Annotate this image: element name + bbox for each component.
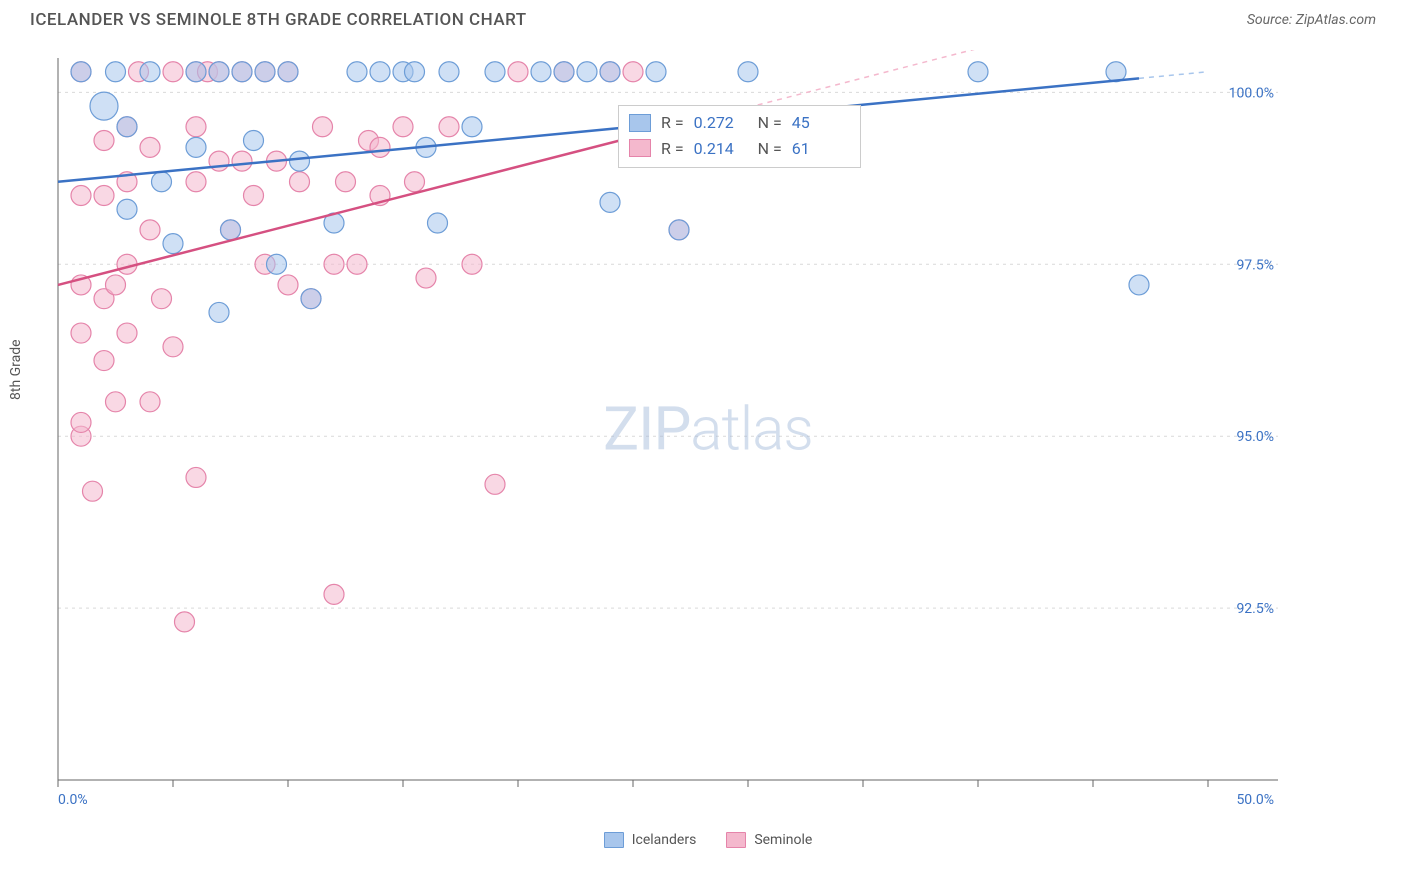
legend-swatch-icelanders xyxy=(604,832,624,848)
n-label: N = xyxy=(758,110,782,136)
legend-label-seminole: Seminole xyxy=(754,832,812,848)
svg-text:0.0%: 0.0% xyxy=(58,792,88,808)
legend-swatch-seminole xyxy=(726,832,746,848)
svg-text:97.5%: 97.5% xyxy=(1236,257,1274,273)
y-axis-label: 8th Grade xyxy=(8,339,24,400)
svg-text:95.0%: 95.0% xyxy=(1236,429,1274,445)
chart-header: ICELANDER VS SEMINOLE 8TH GRADE CORRELAT… xyxy=(0,0,1406,35)
chart-title: ICELANDER VS SEMINOLE 8TH GRADE CORRELAT… xyxy=(30,10,527,30)
legend-item-icelanders: Icelanders xyxy=(604,832,697,848)
r-label: R = xyxy=(661,136,684,162)
svg-text:100.0%: 100.0% xyxy=(1229,85,1274,101)
swatch-icelanders xyxy=(629,114,651,132)
stats-legend: R = 0.272 N = 45 R = 0.214 N = 61 xyxy=(618,105,861,168)
n-value-seminole: 61 xyxy=(792,136,846,162)
r-value-icelanders: 0.272 xyxy=(694,110,748,136)
scatter-svg: 92.5% 95.0% 97.5% 100.0% 0.0% 50.0% xyxy=(48,50,1368,840)
swatch-seminole xyxy=(629,139,651,157)
legend-label-icelanders: Icelanders xyxy=(632,832,697,848)
n-value-icelanders: 45 xyxy=(792,110,846,136)
svg-text:50.0%: 50.0% xyxy=(1236,792,1274,808)
stats-row-icelanders: R = 0.272 N = 45 xyxy=(629,110,846,136)
legend-item-seminole: Seminole xyxy=(726,832,812,848)
x-legend: Icelanders Seminole xyxy=(48,832,1368,848)
n-label: N = xyxy=(758,136,782,162)
r-label: R = xyxy=(661,110,684,136)
plot-area: 92.5%95.0%97.5%100.0%0.0%50.0% ZIPatlas … xyxy=(48,50,1368,840)
chart-source: Source: ZipAtlas.com xyxy=(1247,12,1376,28)
r-value-seminole: 0.214 xyxy=(694,136,748,162)
stats-row-seminole: R = 0.214 N = 61 xyxy=(629,136,846,162)
svg-text:92.5%: 92.5% xyxy=(1236,601,1274,617)
